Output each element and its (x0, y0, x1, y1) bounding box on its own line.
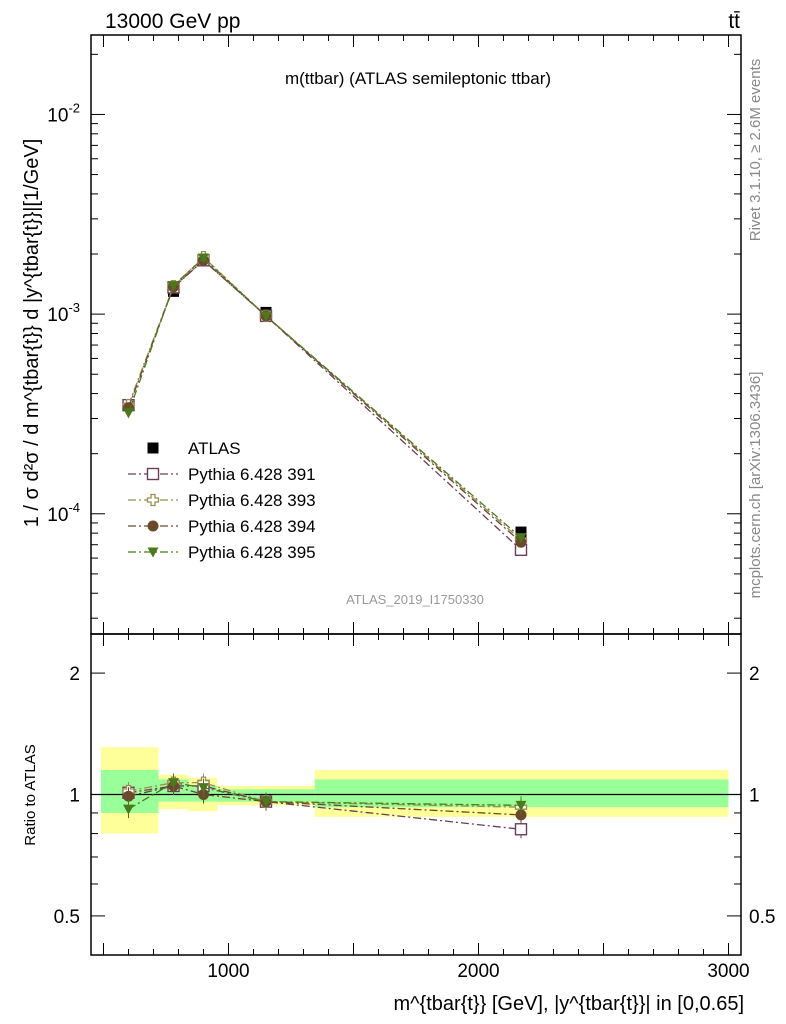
legend-label: Pythia 6.428 391 (188, 465, 316, 484)
x-tick-label: 2000 (457, 961, 499, 982)
beam-label: 13000 GeV pp (105, 10, 240, 33)
y-axis-label: 1 / σ d²σ / d m^{tbar{t}} d |y^{tbar{t}}… (21, 139, 43, 528)
series-0-point (515, 526, 527, 538)
ratio-y-axis-label: Ratio to ATLAS (22, 744, 39, 845)
ratio-y-tick-label-right: 0.5 (749, 907, 775, 928)
legend-label: Pythia 6.428 395 (188, 543, 316, 562)
legend-marker (146, 467, 160, 481)
ratio-series-0-point (514, 823, 528, 836)
x-tick-label: 1000 (207, 961, 249, 982)
series-4-point (198, 253, 209, 264)
ratio-series-2-point (515, 809, 527, 821)
ratio-series-3-point (515, 800, 527, 811)
y-tick-label: 10-3 (47, 300, 80, 326)
rivet-label: Rivet 3.1.10, ≥ 2.6M events (747, 59, 764, 242)
y-tick-label: 10-4 (47, 500, 80, 526)
ratio-y-tick-label: 1 (69, 786, 80, 807)
x-axis-label: m^{tbar{t}} [GeV], |y^{tbar{t}}| in [0,0… (394, 993, 745, 1015)
ratio-series-3-point (260, 797, 272, 808)
ratio-series-2-point (123, 790, 134, 802)
mcplots-label: mcplots.cern.ch [arXiv:1306.3436] (747, 372, 764, 599)
ratio-y-tick-label-right: 2 (749, 664, 760, 685)
series-4-point (168, 281, 179, 292)
series-3-line (127, 259, 522, 543)
legend-label: ATLAS (188, 439, 241, 458)
analysis-watermark: ATLAS_2019_I1750330 (346, 592, 484, 607)
legend-marker (147, 442, 159, 454)
ratio-y-tick-label: 0.5 (54, 907, 80, 928)
series-4-point (515, 533, 527, 544)
process-label: tt̄ (728, 10, 740, 33)
chart-title: m(ttbar) (ATLAS semileptonic ttbar) (285, 69, 551, 88)
legend-label: Pythia 6.428 394 (188, 517, 316, 536)
series-4-point (260, 311, 272, 322)
legend-marker (147, 547, 159, 558)
x-tick-label: 3000 (707, 961, 749, 982)
series-4-point (123, 408, 134, 419)
y-tick-label: 10-2 (47, 100, 80, 126)
ratio-series-2-line (128, 785, 522, 816)
ratio-y-tick-label-right: 1 (749, 786, 760, 807)
ratio-series-3-point (123, 804, 134, 815)
legend-label: Pythia 6.428 393 (188, 491, 316, 510)
legend-marker (146, 493, 160, 507)
series-4-line (127, 257, 522, 539)
ratio-series-3-point (168, 778, 179, 789)
ratio-series-3-point (198, 783, 209, 794)
ratio-y-tick-label: 2 (69, 664, 80, 685)
legend-marker (147, 520, 159, 532)
